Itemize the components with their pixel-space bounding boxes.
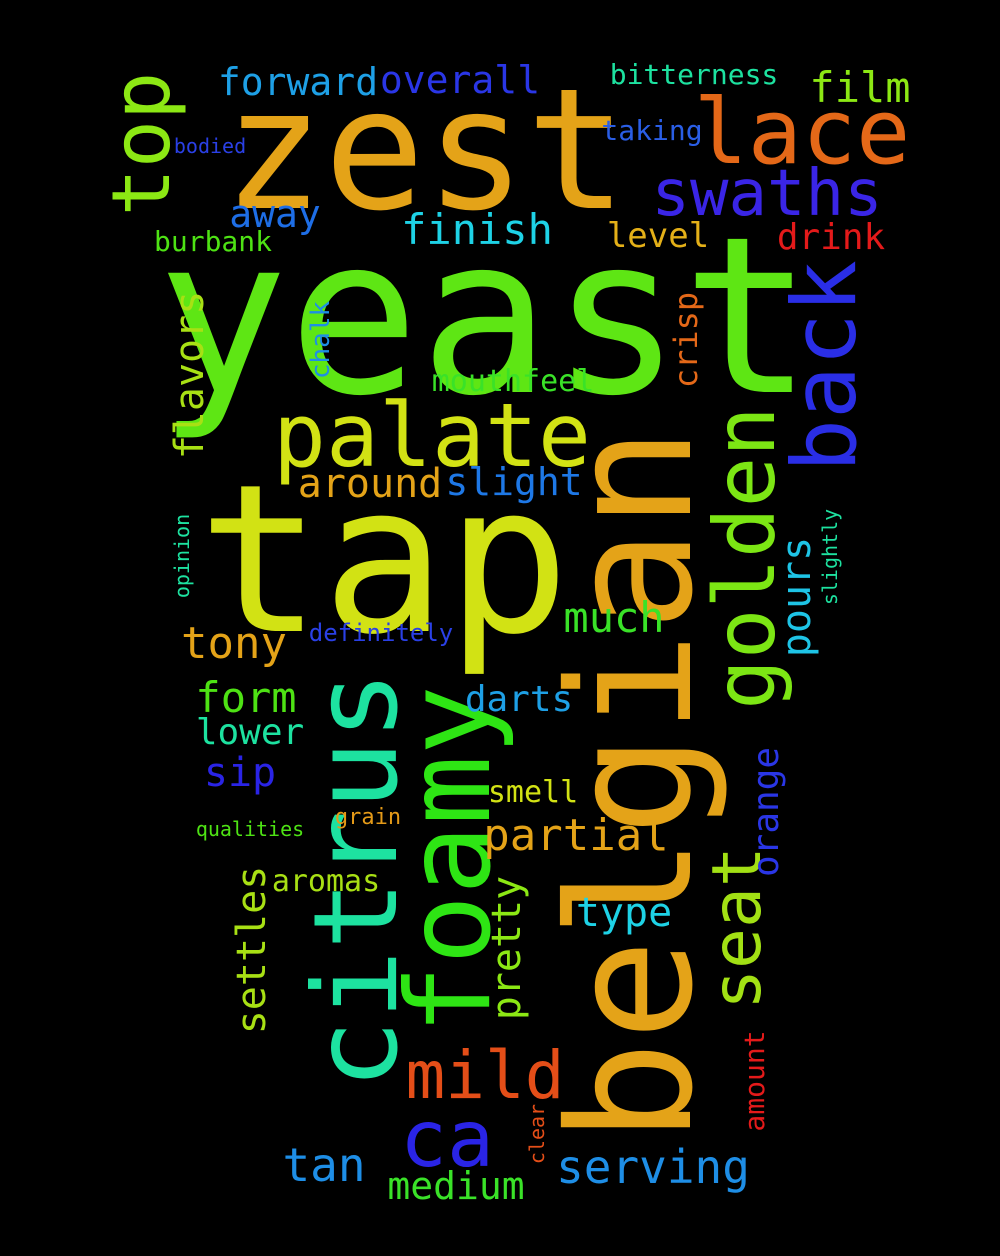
word-mild: mild	[405, 1037, 565, 1114]
word-taking: taking	[601, 114, 703, 147]
word-much: much	[563, 593, 665, 642]
word-mouthfeel: mouthfeel	[431, 364, 595, 399]
word-drink: drink	[776, 217, 886, 258]
word-lace: lace	[693, 80, 911, 185]
word-bodied: bodied	[173, 134, 247, 158]
word-serving: serving	[556, 1140, 750, 1194]
word-finish: finish	[401, 205, 553, 254]
word-overall: overall	[379, 58, 541, 102]
word-qualities: qualities	[195, 817, 305, 841]
word-grain: grain	[334, 805, 402, 830]
word-pours: pours	[774, 536, 820, 658]
word-film: film	[809, 63, 911, 112]
word-darts: darts	[464, 679, 574, 720]
word-amount: amount	[738, 1030, 771, 1132]
word-crisp: crisp	[667, 291, 705, 389]
word-partial: partial	[483, 810, 669, 861]
word-palate: palate	[273, 384, 591, 487]
word-burbank: burbank	[153, 225, 273, 258]
word-flavors: flavors	[167, 290, 213, 460]
word-tony: tony	[181, 618, 287, 669]
word-aromas: aromas	[271, 864, 381, 899]
word-medium: medium	[387, 1164, 525, 1208]
word-settles: settles	[229, 865, 275, 1035]
word-swaths: swaths	[651, 157, 883, 231]
word-definitely: definitely	[308, 619, 454, 647]
word-chalk: chalk	[306, 300, 336, 380]
word-back: back	[773, 260, 876, 472]
word-tap: tap	[197, 440, 571, 680]
word-ca: ca	[400, 1095, 494, 1185]
word-top: top	[95, 71, 188, 217]
word-slightly: slightly	[818, 508, 842, 606]
word-pretty: pretty	[484, 875, 530, 1021]
word-sip: sip	[203, 750, 277, 796]
word-yeast: yeast	[156, 191, 814, 444]
word-clear: clear	[525, 1103, 549, 1165]
word-lower: lower	[195, 712, 305, 753]
word-form: form	[195, 673, 297, 722]
word-level: level	[606, 216, 710, 256]
word-forward: forward	[217, 60, 379, 104]
word-opinion: opinion	[170, 513, 194, 599]
word-bitterness: bitterness	[609, 58, 779, 91]
word-away: away	[229, 192, 321, 236]
word-smell: smell	[487, 775, 579, 810]
word-orange: orange	[746, 746, 787, 878]
word-around: around	[297, 461, 443, 507]
word-tan: tan	[282, 1138, 366, 1192]
word-slight: slight	[445, 460, 583, 504]
word-type: type	[575, 890, 673, 936]
word-zest: zest	[222, 52, 628, 248]
